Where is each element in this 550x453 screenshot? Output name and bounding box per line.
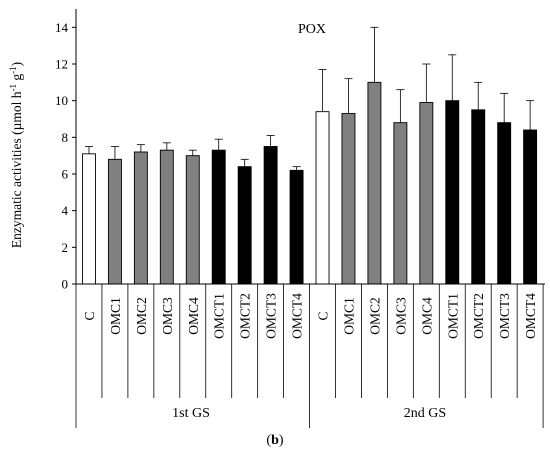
bar [211, 149, 226, 285]
y-axis-label-mid: g [9, 74, 24, 84]
bar [497, 122, 512, 285]
bar [133, 151, 148, 285]
y-tick-label: 10 [55, 93, 68, 108]
panel-label: (b) [266, 433, 283, 448]
y-axis-label-sup1: -1 [8, 84, 18, 92]
bar [445, 100, 460, 285]
y-tick-label: 8 [62, 130, 69, 145]
category-label: OMC2 [367, 297, 382, 335]
y-axis-label-main: Enzymatic activities (µmol h [9, 91, 24, 248]
bar [419, 102, 434, 285]
category-label: OMCT1 [212, 293, 227, 339]
panel-label-letter: b [271, 433, 279, 448]
category-label: OMC4 [186, 297, 201, 335]
group-label-1: 1st GS [172, 406, 210, 421]
category-label: OMCT1 [445, 293, 460, 339]
bar [289, 169, 304, 285]
bar [237, 166, 252, 285]
category-label: OMCT3 [497, 293, 512, 339]
category-label: OMC3 [160, 297, 175, 335]
bar [471, 109, 486, 285]
y-tick-label: 12 [55, 57, 68, 72]
category-label: OMCT3 [264, 293, 279, 339]
bar [263, 146, 278, 285]
y-tick-label: 2 [62, 240, 69, 255]
bar [107, 158, 122, 285]
category-label: C [82, 311, 97, 320]
category-label: C [316, 311, 331, 320]
y-axis-label-end: ) [9, 62, 24, 67]
error-bars-layer [84, 26, 535, 171]
bar [393, 122, 408, 285]
category-label: OMCT4 [523, 293, 538, 339]
category-label: OMC2 [134, 297, 149, 335]
y-tick-label: 6 [62, 167, 69, 182]
category-label: OMCT4 [290, 293, 305, 339]
bar [523, 129, 538, 285]
bar [159, 149, 174, 285]
y-axis-label-sup2: -1 [8, 66, 18, 74]
category-label: OMC1 [108, 297, 123, 335]
bar [367, 81, 382, 285]
bar [341, 113, 356, 285]
bar [82, 153, 96, 285]
chart-title: POX [298, 22, 326, 37]
y-tick-label: 4 [62, 203, 69, 218]
bar [315, 111, 330, 285]
y-tick-label: 14 [55, 20, 69, 35]
category-label: OMCT2 [238, 293, 253, 339]
category-table: C OMC1 OMC2 OMC3 OMC4 OMCT1 OMCT2 OMCT3 OMCT4 C OM… [75, 284, 544, 428]
bar [185, 155, 200, 285]
bars-layer [82, 81, 538, 285]
group-label-2: 2nd GS [404, 406, 446, 421]
category-label: OMCT2 [471, 293, 486, 339]
category-label: OMC1 [341, 297, 356, 335]
axes-layer: 0 2 4 6 8 10 12 14 [55, 9, 545, 292]
y-axis-label: Enzymatic activities (µmol h-1 g-1) [8, 62, 24, 248]
y-tick-label: 0 [62, 277, 69, 292]
category-label: OMC4 [419, 297, 434, 335]
category-label: OMC3 [393, 297, 408, 335]
